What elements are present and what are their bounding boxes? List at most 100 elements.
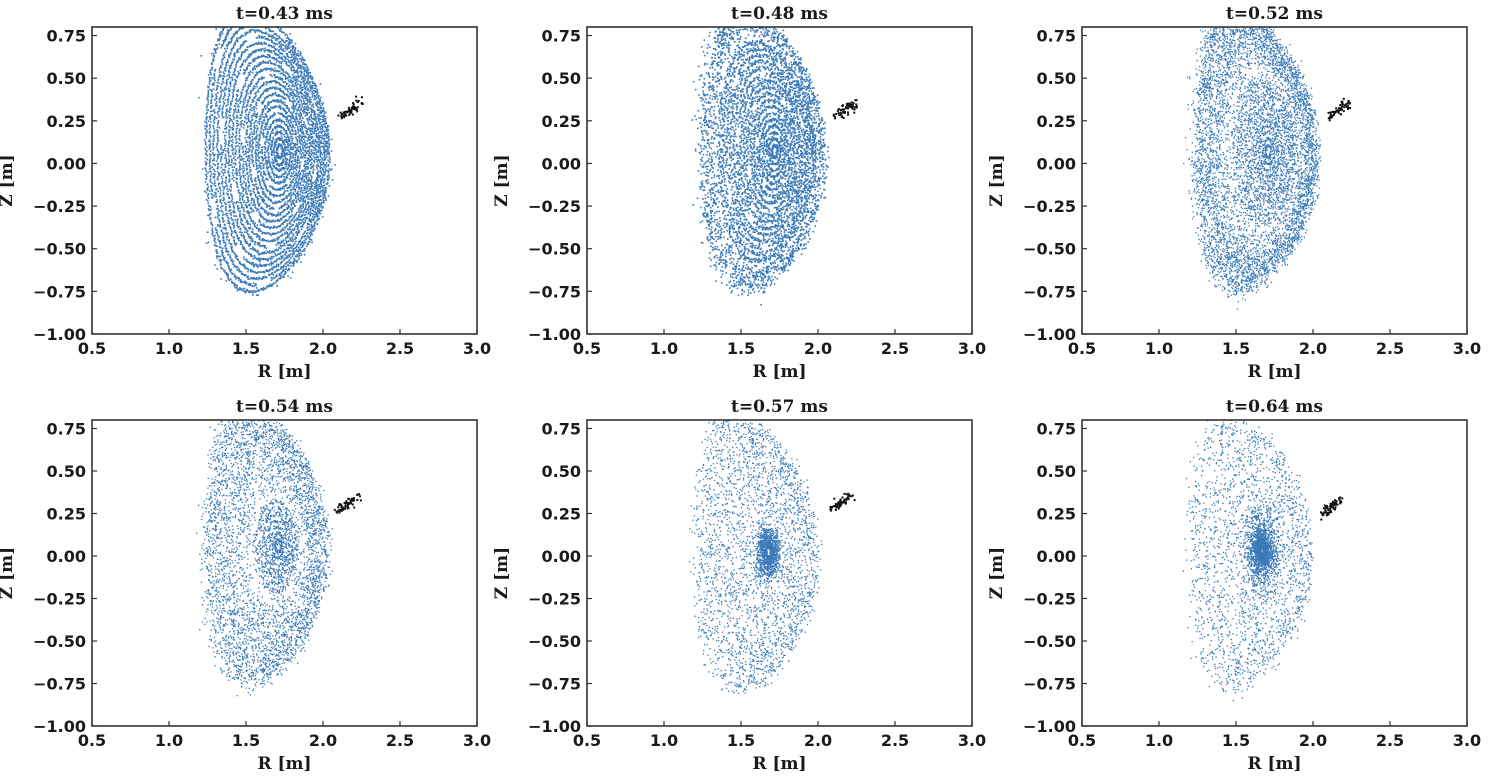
scatter-point: [295, 213, 297, 216]
scatter-point: [231, 249, 233, 251]
scatter-point: [305, 216, 308, 219]
scatter-point: [286, 184, 288, 186]
scatter-point: [310, 120, 313, 122]
scatter-point: [257, 49, 260, 52]
scatter-point: [312, 171, 314, 173]
scatter-point: [223, 72, 225, 75]
scatter-point: [244, 97, 246, 99]
scatter-point: [257, 187, 259, 190]
scatter-point: [283, 229, 285, 231]
scatter-point: [219, 104, 221, 107]
scatter-point: [265, 210, 267, 213]
scatter-point: [254, 31, 257, 34]
scatter-point: [289, 246, 292, 249]
scatter-point: [294, 189, 296, 191]
scatter-point: [307, 88, 310, 91]
scatter-point: [262, 84, 264, 87]
scatter-point: [295, 151, 298, 154]
scatter-point: [296, 233, 299, 235]
scatter-point: [308, 139, 310, 141]
scatter-point: [260, 56, 262, 58]
scatter-point: [243, 60, 245, 63]
scatter-point: [305, 127, 307, 130]
scatter-point: [250, 263, 253, 266]
scatter-point: [296, 86, 298, 89]
scatter-point: [299, 146, 301, 149]
scatter-point: [318, 192, 321, 195]
scatter-point: [296, 228, 299, 230]
scatter-point: [263, 184, 266, 187]
scatter-point: [251, 160, 254, 163]
scatter-point: [243, 210, 246, 213]
scatter-point: [248, 252, 250, 254]
scatter-point: [322, 145, 324, 148]
scatter-point: [221, 153, 224, 156]
scatter-point: [290, 172, 293, 174]
scatter-point: [217, 179, 219, 181]
scatter-point: [283, 155, 285, 157]
scatter-point: [264, 142, 266, 144]
scatter-point: [244, 248, 246, 251]
scatter-point: [299, 71, 301, 73]
scatter-point: [249, 55, 251, 57]
scatter-point: [225, 120, 228, 123]
scatter-point: [263, 36, 266, 38]
scatter-point: [249, 125, 251, 127]
scatter-point: [236, 125, 238, 127]
scatter-point: [252, 231, 254, 234]
scatter-point: [307, 81, 309, 84]
scatter-point: [228, 56, 230, 59]
scatter-point: [291, 211, 293, 213]
scatter-point: [284, 93, 286, 96]
scatter-point: [277, 54, 280, 56]
scatter-point: [263, 61, 265, 64]
scatter-point: [289, 189, 292, 191]
scatter-point: [248, 150, 251, 153]
scatter-point: [309, 185, 311, 188]
scatter-point: [258, 48, 261, 51]
scatter-point: [255, 42, 258, 44]
scatter-point: [280, 255, 282, 257]
scatter-point: [284, 50, 286, 52]
scatter-point: [243, 200, 246, 202]
scatter-point: [306, 102, 308, 105]
scatter-point: [306, 146, 309, 148]
scatter-point: [295, 112, 298, 114]
scatter-point: [299, 105, 301, 107]
scatter-point: [272, 136, 274, 139]
scatter-point: [257, 192, 259, 194]
scatter-point: [269, 240, 272, 243]
scatter-point: [284, 56, 286, 58]
scatter-point: [286, 117, 288, 120]
scatter-point: [240, 44, 242, 46]
scatter-point: [284, 163, 287, 165]
scatter-point: [227, 217, 230, 220]
scatter-point: [227, 219, 229, 222]
scatter-point: [263, 146, 266, 148]
scatter-point: [266, 106, 268, 108]
scatter-point: [262, 257, 265, 260]
scatter-point: [262, 136, 265, 138]
scatter-point: [276, 70, 278, 73]
scatter-point: [307, 154, 310, 156]
scatter-point: [308, 170, 311, 173]
scatter-point: [254, 271, 257, 274]
scatter-point: [290, 121, 293, 124]
scatter-point: [274, 202, 277, 205]
scatter-point: [254, 59, 256, 62]
scatter-point: [249, 141, 251, 144]
scatter-point: [257, 252, 260, 254]
scatter-point: [316, 122, 318, 125]
scatter-point: [284, 58, 287, 60]
scatter-point: [316, 109, 319, 111]
scatter-point: [260, 257, 262, 260]
scatter-point: [322, 151, 325, 154]
scatter-point: [240, 121, 242, 123]
scatter-point: [224, 69, 226, 72]
scatter-point: [260, 216, 262, 218]
scatter-point: [263, 82, 265, 85]
scatter-point: [255, 73, 257, 76]
scatter-point: [239, 195, 241, 197]
scatter-point: [308, 226, 310, 228]
scatter-point: [253, 233, 255, 235]
